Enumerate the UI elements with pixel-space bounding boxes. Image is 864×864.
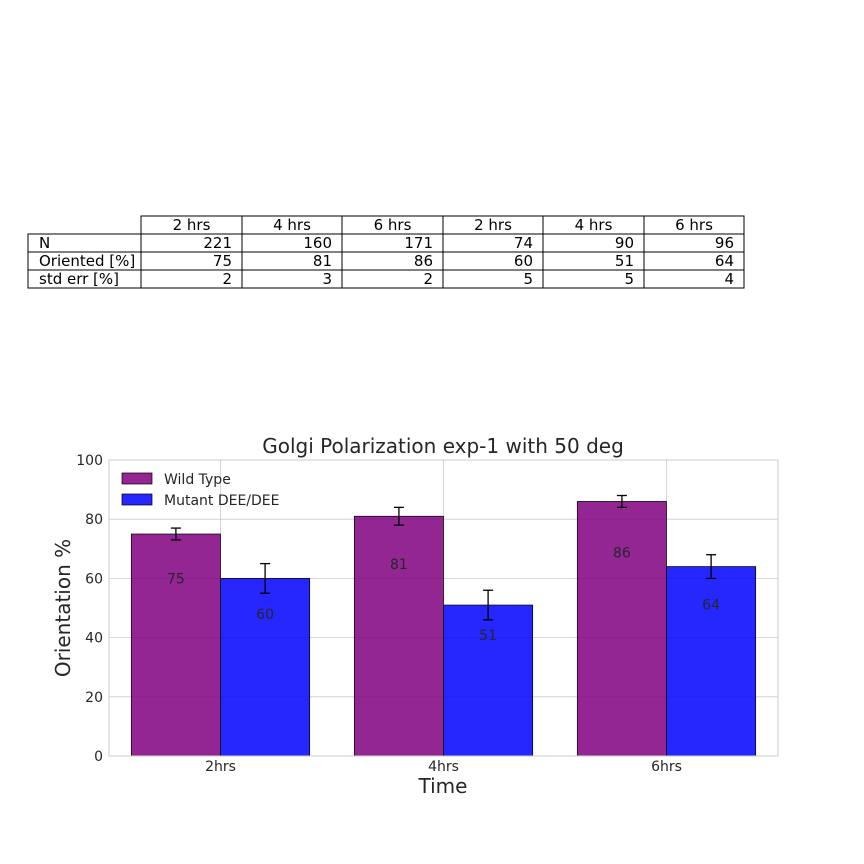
- y-tick-label: 20: [85, 690, 103, 706]
- bar: [666, 566, 757, 757]
- table-cell-value: 90: [615, 234, 634, 252]
- table-cell-value: 171: [404, 234, 433, 252]
- table-row-label: Oriented [%]: [39, 252, 135, 270]
- table-cell-value: 160: [303, 234, 332, 252]
- bar-value-label: 51: [479, 628, 497, 644]
- series-1: 60 51 64: [220, 554, 757, 757]
- legend: Wild Type Mutant DEE/DEE: [121, 472, 280, 509]
- bar: [353, 515, 444, 757]
- table-cell-value: 2: [423, 270, 433, 288]
- table-cell-value: 5: [624, 270, 634, 288]
- bar-value-label: 60: [256, 607, 274, 623]
- error-bar: [260, 562, 271, 594]
- table-cell-value: 221: [203, 234, 232, 252]
- table-cell-value: 5: [523, 270, 533, 288]
- table-cell-value: 51: [615, 252, 634, 270]
- y-tick-label: 0: [94, 749, 103, 765]
- table-row-label: std err [%]: [39, 270, 119, 288]
- error-bar: [706, 554, 717, 580]
- legend-label: Mutant DEE/DEE: [164, 493, 280, 509]
- y-axis-label: Orientation %: [51, 539, 75, 677]
- x-axis-label: Time: [418, 774, 468, 798]
- table-cell-value: 4: [724, 270, 734, 288]
- table-cell-value: 75: [213, 252, 232, 270]
- table-header-text: 2 hrs: [474, 216, 512, 234]
- error-bar: [393, 506, 404, 526]
- y-tick-label: 80: [85, 512, 103, 528]
- table-row-label: N: [39, 234, 50, 252]
- bar: [130, 533, 221, 757]
- table-cell-value: 3: [322, 270, 332, 288]
- bar-value-label: 86: [613, 545, 631, 561]
- legend-swatch: [121, 472, 153, 485]
- error-bar: [616, 494, 627, 509]
- table-header-text: 2 hrs: [173, 216, 211, 234]
- table-cell: [643, 269, 745, 289]
- y-tick-label: 60: [85, 571, 103, 587]
- table-header-text: 6 hrs: [374, 216, 412, 234]
- y-tick-label: 100: [76, 453, 103, 469]
- table-cell-value: 74: [514, 234, 533, 252]
- bar: [576, 501, 667, 757]
- legend-swatch: [121, 493, 153, 506]
- data-table: 2 hrs 4 hrs 6 hrs 2 hrs 4 hrs 6 hrs N 221 160 171…: [27, 215, 745, 289]
- table-cell-value: 64: [715, 252, 734, 270]
- bar: [220, 578, 311, 757]
- table-cell-value: 60: [514, 252, 533, 270]
- x-tick-label: 6hrs: [651, 759, 682, 775]
- table-cell-value: 96: [715, 234, 734, 252]
- table-cell-value: 2: [222, 270, 232, 288]
- error-bar: [170, 527, 181, 541]
- table-header-text: 4 hrs: [575, 216, 613, 234]
- table-cell-value: 86: [414, 252, 433, 270]
- bar-value-label: 81: [390, 557, 408, 573]
- y-tick-label: 40: [85, 631, 103, 647]
- plot-frame: [108, 459, 779, 757]
- chart-title: Golgi Polarization exp-1 with 50 deg: [262, 434, 624, 458]
- bar: [443, 604, 534, 757]
- bar-value-label: 75: [167, 571, 185, 587]
- legend-label: Wild Type: [164, 472, 231, 488]
- bar-chart: Golgi Polarization exp-1 with 50 deg Tim…: [51, 434, 779, 798]
- table-cell-value: 81: [313, 252, 332, 270]
- x-tick-label: 2hrs: [205, 759, 236, 775]
- bar-value-label: 64: [702, 597, 720, 613]
- series-0: 75 81 86: [130, 494, 667, 757]
- table-header-text: 6 hrs: [675, 216, 713, 234]
- x-tick-label: 4hrs: [428, 759, 459, 775]
- table-header-text: 4 hrs: [273, 216, 311, 234]
- error-bar: [483, 589, 494, 621]
